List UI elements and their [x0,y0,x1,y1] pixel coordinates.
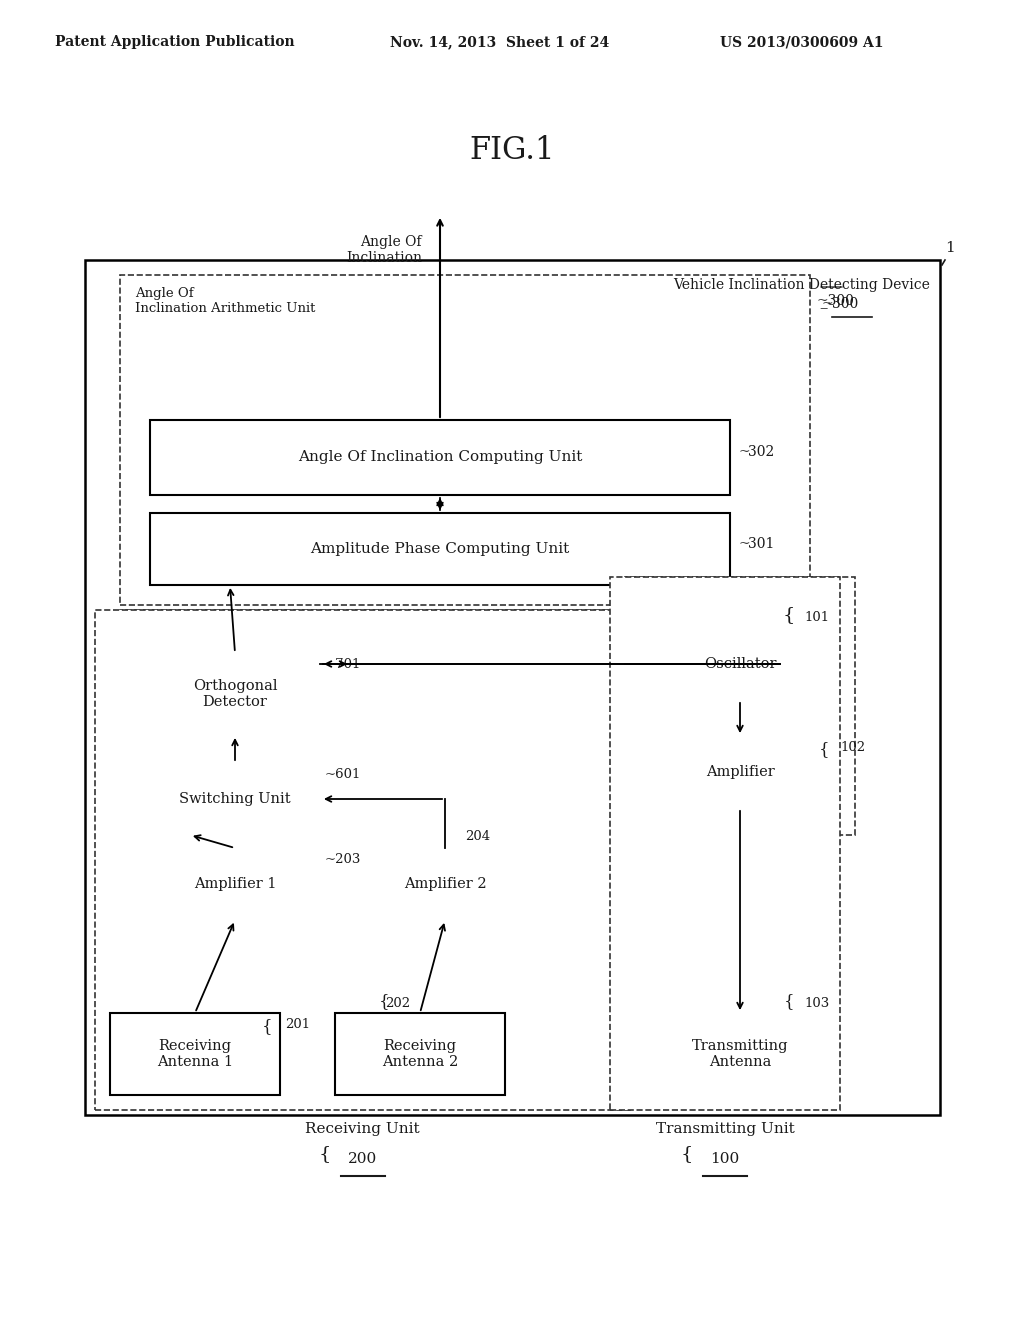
Text: 101: 101 [805,611,830,624]
Text: Receiving Unit: Receiving Unit [305,1122,420,1137]
FancyBboxPatch shape [120,610,780,865]
Text: Vehicle Inclination Detecting Device: Vehicle Inclination Detecting Device [673,279,930,292]
Text: ~701: ~701 [325,657,361,671]
FancyBboxPatch shape [85,260,940,1115]
Text: 204: 204 [465,830,490,843]
Text: ~: ~ [822,297,834,312]
Text: Receiving
Antenna 2: Receiving Antenna 2 [382,1039,458,1069]
Text: Angle Of
Inclination Arithmetic Unit: Angle Of Inclination Arithmetic Unit [135,286,315,315]
Text: 301: 301 [748,537,774,550]
FancyBboxPatch shape [150,513,730,585]
FancyBboxPatch shape [95,610,630,1110]
Text: Amplitude Phase Computing Unit: Amplitude Phase Computing Unit [310,543,569,556]
Text: Patent Application Publication: Patent Application Publication [55,36,295,49]
Text: {: { [819,741,830,758]
Text: Angle Of Inclination Computing Unit: Angle Of Inclination Computing Unit [298,450,583,465]
Text: Nov. 14, 2013  Sheet 1 of 24: Nov. 14, 2013 Sheet 1 of 24 [390,36,609,49]
FancyBboxPatch shape [360,847,530,920]
FancyBboxPatch shape [150,653,319,735]
Text: 103: 103 [805,997,830,1010]
Text: Receiving
Antenna 1: Receiving Antenna 1 [157,1039,233,1069]
Text: 201: 201 [285,1018,310,1031]
Text: {: { [262,1018,273,1035]
Text: Angle Of
Inclination: Angle Of Inclination [346,235,422,265]
Text: 302: 302 [748,445,774,459]
Text: 100: 100 [711,1152,739,1166]
Text: FIG.1: FIG.1 [469,135,555,166]
Text: Amplifier 2: Amplifier 2 [403,876,486,891]
Text: {: { [379,993,390,1010]
FancyBboxPatch shape [625,577,855,836]
Text: ~601: ~601 [325,768,361,781]
FancyBboxPatch shape [110,1012,280,1096]
Text: 200: 200 [348,1152,377,1166]
Text: {: { [784,993,795,1010]
FancyBboxPatch shape [335,1012,505,1096]
Text: 202: 202 [385,997,410,1010]
FancyBboxPatch shape [150,847,319,920]
Text: {: { [318,1144,331,1163]
FancyBboxPatch shape [645,737,835,808]
Text: 102: 102 [840,741,865,754]
Text: ~: ~ [738,537,750,550]
Text: 1: 1 [945,242,954,255]
Text: Orthogonal
Detector: Orthogonal Detector [193,678,278,709]
FancyBboxPatch shape [150,763,319,836]
Text: Transmitting Unit: Transmitting Unit [655,1122,795,1137]
Text: Amplifier: Amplifier [706,766,774,779]
FancyBboxPatch shape [120,275,810,605]
Text: ~: ~ [738,445,750,459]
Text: Transmitting
Antenna: Transmitting Antenna [692,1039,788,1069]
Text: {: { [782,606,795,624]
Text: {: { [681,1144,693,1163]
FancyBboxPatch shape [150,420,730,495]
Text: 300: 300 [831,297,858,312]
Text: Amplifier 1: Amplifier 1 [194,876,276,891]
Text: ~̲300: ~̲300 [817,293,855,308]
Text: ~203: ~203 [325,853,361,866]
FancyBboxPatch shape [645,1012,835,1096]
Text: US 2013/0300609 A1: US 2013/0300609 A1 [720,36,884,49]
FancyBboxPatch shape [645,628,835,700]
Text: Switching Unit: Switching Unit [179,792,291,807]
Text: Oscillator: Oscillator [703,657,776,671]
FancyBboxPatch shape [610,577,840,1110]
